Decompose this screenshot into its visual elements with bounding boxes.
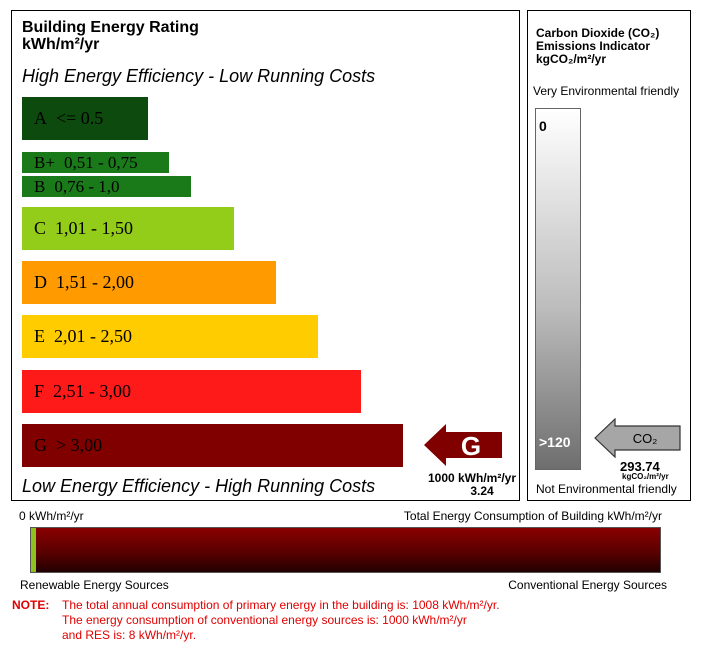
rating-value-line2: 3.24: [470, 484, 494, 498]
band-b: B 0,76 - 1,0: [22, 176, 191, 197]
band-c: C 1,01 - 1,50: [22, 207, 234, 250]
co2-title-line2: Emissions Indicator: [536, 39, 651, 53]
note-line1: The total annual consumption of primary …: [62, 598, 500, 612]
band-range: 2,51 - 3,00: [53, 381, 132, 401]
band-e: E 2,01 - 2,50: [22, 315, 318, 358]
rating-arrow-grade: G: [461, 431, 481, 461]
note-label: NOTE:: [12, 598, 50, 612]
band-range: 1,51 - 2,00: [56, 272, 134, 292]
band-grade: B: [34, 176, 46, 196]
co2-arrow-label: CO₂: [633, 431, 658, 446]
co2-value-unit: kgCO₂/m²/yr: [622, 472, 669, 481]
band-range: 0,76 - 1,0: [54, 176, 120, 196]
rating-panel: [11, 10, 520, 501]
consumption-right-label: Total Energy Consumption of Building kWh…: [403, 509, 662, 523]
co2-top-label: Very Environmental friendly: [533, 84, 680, 98]
consumption-bar: [30, 527, 661, 573]
renewable-label: Renewable Energy Sources: [20, 578, 169, 592]
rating-title-line1: Building Energy Rating: [22, 19, 199, 36]
note: NOTE: The total annual consumption of pri…: [12, 598, 500, 643]
band-b-plus: B+ 0,51 - 0,75: [22, 152, 169, 173]
band-a: A <= 0.5: [22, 97, 148, 140]
band-grade: B+: [34, 152, 55, 172]
band-range: 1,01 - 1,50: [55, 218, 134, 238]
consumption-left-label: 0 kWh/m²/yr: [19, 509, 84, 523]
band-g: G > 3,00: [22, 424, 403, 467]
band-range: <= 0.5: [56, 108, 104, 128]
note-line2: The energy consumption of conventional e…: [62, 613, 467, 627]
band-grade: C: [34, 218, 47, 238]
co2-title: Carbon Dioxide (CO₂) Emissions Indicator…: [536, 27, 659, 66]
co2-scale-max: >120: [539, 434, 571, 450]
band-grade: E: [34, 326, 45, 346]
renewable-segment: [31, 528, 37, 572]
co2-title-line3: kgCO₂/m²/yr: [536, 52, 607, 66]
rating-title: Building Energy Rating kWh/m²/yr: [22, 19, 199, 53]
note-line3: and RES is: 8 kWh/m²/yr.: [62, 628, 197, 642]
band-d: D 1,51 - 2,00: [22, 261, 276, 304]
rating-arrow: G: [424, 424, 502, 466]
co2-scale: 0 >120: [535, 108, 581, 470]
conventional-label: Conventional Energy Sources: [508, 578, 667, 592]
band-grade: D: [34, 272, 47, 292]
band-range: 0,51 - 0,75: [63, 152, 138, 172]
co2-bottom-label: Not Environmental friendly: [536, 482, 677, 496]
rating-value: 1000 kWh/m²/yr 3.24: [420, 472, 524, 498]
top-caption: High Energy Efficiency - Low Running Cos…: [22, 66, 376, 86]
co2-scale-min: 0: [539, 118, 547, 134]
band-grade: A: [34, 108, 47, 128]
band-grade: G: [34, 435, 47, 455]
co2-title-line1: Carbon Dioxide (CO₂): [536, 26, 660, 40]
band-f: F 2,51 - 3,00: [22, 370, 361, 413]
co2-arrow: CO₂: [594, 418, 681, 458]
band-grade: F: [34, 381, 45, 401]
rating-arrow-shape: [424, 424, 502, 466]
band-range: 2,01 - 2,50: [54, 326, 132, 346]
rating-title-line2: kWh/m²/yr: [22, 36, 100, 53]
band-range: > 3,00: [56, 435, 103, 455]
bottom-caption: Low Energy Efficiency - High Running Cos…: [22, 476, 376, 496]
co2-arrow-shape: [594, 418, 681, 458]
co2-value: 293.74: [620, 459, 660, 474]
rating-value-line1: 1000 kWh/m²/yr: [427, 471, 517, 485]
